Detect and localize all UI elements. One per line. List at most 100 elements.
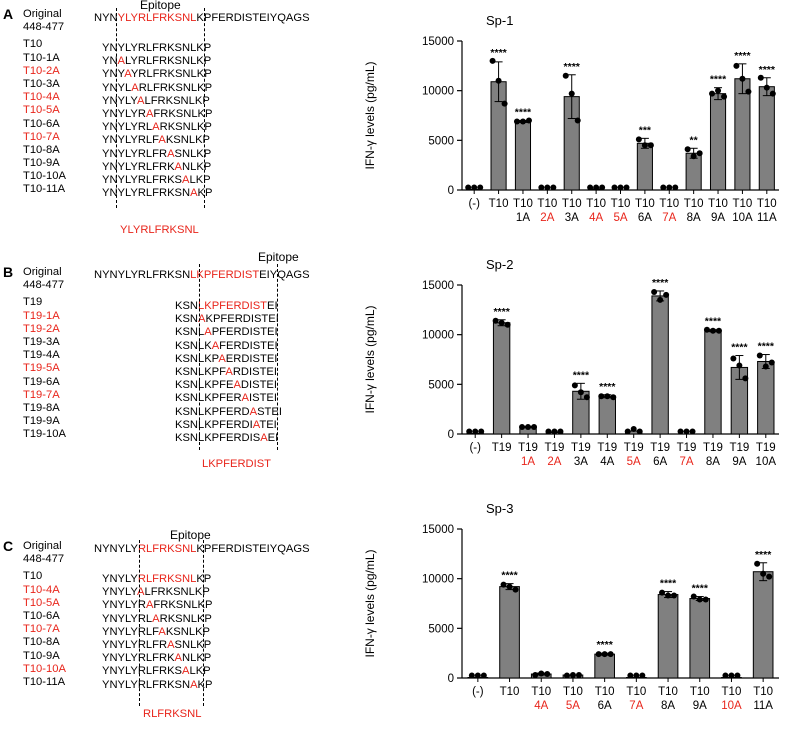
peptide-name: T10-10A xyxy=(23,170,66,183)
peptide-label-column: Original 448-477 T10 T10-4A T10-5A T10-6A T1… xyxy=(23,540,66,688)
x-tick-label: T10 xyxy=(586,198,606,210)
y-axis-label: IFN-γ levels (pg/mL) xyxy=(363,61,377,169)
data-point xyxy=(689,428,696,435)
peptide-name: T10-10A xyxy=(23,662,66,675)
x-tick-sublabel: 4A xyxy=(600,456,614,468)
data-point xyxy=(641,142,648,149)
bar xyxy=(689,598,711,679)
data-point xyxy=(736,362,743,369)
data-point xyxy=(663,291,670,298)
data-point xyxy=(538,670,545,677)
x-tick-label: (-) xyxy=(469,442,481,454)
panel-letter: C xyxy=(3,538,14,554)
data-point xyxy=(519,424,526,431)
significance-label: ** xyxy=(690,134,699,146)
data-point xyxy=(639,672,646,679)
panel-b: B Original 448-477 T19 T19-1A T19-2A T19-3A… xyxy=(0,244,787,488)
original-label: Original xyxy=(23,8,62,20)
peptide-sequence-row: YNYAYRLFRKSNLKP xyxy=(102,68,212,81)
peptide-name: T10-8A xyxy=(23,143,60,156)
peptide-name: T10-5A xyxy=(23,104,60,117)
bar xyxy=(651,295,669,435)
data-point xyxy=(742,375,749,382)
x-tick-sublabel: 5A xyxy=(613,212,627,224)
x-tick-label: T10 xyxy=(611,198,631,210)
y-tick-label: 5000 xyxy=(428,623,454,635)
data-point xyxy=(624,428,631,435)
data-point xyxy=(627,672,634,679)
x-tick-label: T19 xyxy=(650,442,670,454)
original-range: 448-477 xyxy=(23,553,65,566)
data-point xyxy=(562,72,569,79)
peptide-sequence-row: KSNLKPFERDIATEI xyxy=(175,418,277,431)
peptide-sequence-row: YNYLYRLFRASNLKP xyxy=(102,638,212,651)
significance-label: *** xyxy=(639,124,652,136)
significance-label: **** xyxy=(660,578,677,590)
peptide-sequence-row: YNALYRLFRKSNLKP xyxy=(102,55,212,68)
peptide-name: T10-1A xyxy=(23,51,60,64)
data-point xyxy=(754,560,761,567)
epitope-sequence: LKPFERDIST xyxy=(202,458,272,470)
x-tick-sublabel: 5A xyxy=(566,700,580,712)
data-point xyxy=(696,150,703,157)
data-point xyxy=(647,142,654,149)
x-tick-label: T19 xyxy=(756,442,776,454)
x-tick-label: T10 xyxy=(708,198,728,210)
peptide-name: T10 xyxy=(23,570,43,583)
x-tick-sublabel: 9A xyxy=(693,700,707,712)
x-tick-sublabel: 11A xyxy=(757,212,777,224)
significance-label: **** xyxy=(705,316,722,328)
peptide-sequence-row: KSNLKPAERDISTEI xyxy=(175,352,278,365)
data-point xyxy=(734,672,741,679)
peptide-label-column: Original 448-477 T10 T10-1A T10-2A T10-3A T1… xyxy=(23,8,66,195)
x-tick-sublabel: 3A xyxy=(574,456,588,468)
data-point xyxy=(696,596,703,603)
x-tick-sublabel: 11A xyxy=(753,700,773,712)
data-point xyxy=(623,184,630,191)
x-tick-sublabel: 2A xyxy=(540,212,554,224)
y-tick-label: 15000 xyxy=(422,524,454,536)
data-point xyxy=(595,651,602,658)
peptide-name: T19-1A xyxy=(23,309,60,322)
significance-label: **** xyxy=(755,549,772,561)
y-tick-label: 15000 xyxy=(422,36,454,48)
data-point xyxy=(532,672,539,679)
epitope-right-boundary xyxy=(204,8,205,208)
original-range: 448-477 xyxy=(23,279,65,292)
data-point xyxy=(569,672,576,679)
y-tick-label: 5000 xyxy=(428,135,454,147)
data-point xyxy=(477,184,484,191)
significance-label: **** xyxy=(734,50,751,62)
data-point xyxy=(500,581,507,588)
data-point xyxy=(513,118,520,125)
peptide-sequence-row: KSNLKPFERDASTEI xyxy=(175,405,282,418)
significance-label: **** xyxy=(759,64,776,76)
data-point xyxy=(601,651,608,658)
peptide-label-column: Original 448-477 T19 T19-1A T19-2A T19-3A T1… xyxy=(23,266,66,440)
peptide-sequence-row: KSNLKPFERDISTEI xyxy=(175,300,278,312)
x-tick-sublabel: 3A xyxy=(565,212,579,224)
data-point xyxy=(739,75,746,82)
peptide-sequence-row: YNYLYRLFRKSNLKP xyxy=(102,42,212,54)
significance-label: **** xyxy=(692,583,709,595)
data-point xyxy=(651,288,658,295)
y-tick-label: 10000 xyxy=(422,574,454,586)
data-point xyxy=(763,84,770,91)
peptide-name: T19-2A xyxy=(23,322,60,335)
x-tick-label: T19 xyxy=(729,442,749,454)
data-point xyxy=(506,583,513,590)
x-tick-label: T19 xyxy=(597,442,617,454)
epitope-sequence: YLYRLFRKSNL xyxy=(120,224,199,236)
data-point xyxy=(760,570,767,577)
data-point xyxy=(489,57,496,64)
bar xyxy=(492,322,511,435)
peptide-name: T10 xyxy=(23,38,43,51)
data-point xyxy=(504,321,511,328)
x-tick-label: T10 xyxy=(537,198,557,210)
data-point xyxy=(545,428,552,435)
data-point xyxy=(519,118,526,125)
original-label: Original xyxy=(23,266,62,278)
data-point xyxy=(512,586,519,593)
x-tick-label: (-) xyxy=(468,198,480,210)
x-tick-label: T10 xyxy=(658,686,678,698)
